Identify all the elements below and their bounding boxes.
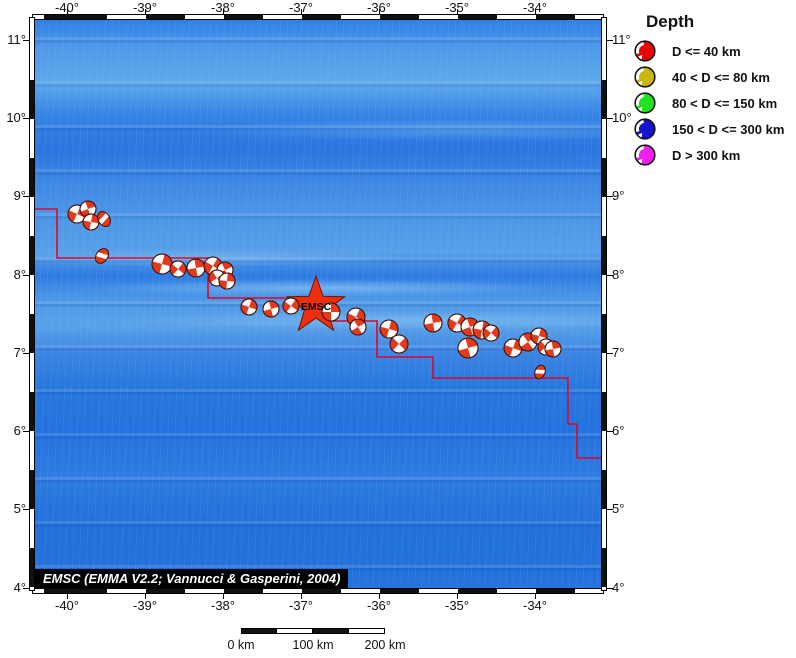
legend-label: 40 < D <= 80 km [672, 69, 770, 85]
axis-tick [301, 9, 302, 14]
lat-label-right: 10° [612, 110, 632, 125]
lat-label-right: 4° [612, 580, 625, 595]
axis-tick [457, 594, 458, 599]
axis-tick [223, 9, 224, 14]
axis-tick [23, 196, 29, 197]
legend-label: D > 300 km [672, 147, 741, 163]
scale-segment [349, 628, 385, 634]
lon-label-bottom: -35° [445, 598, 469, 613]
map-frame-right [601, 17, 607, 591]
lat-label-right: 6° [612, 423, 625, 438]
legend-title: Depth [646, 12, 695, 31]
axis-tick [301, 594, 302, 599]
scale-label: 200 km [364, 638, 406, 652]
lat-label-left: 8° [13, 267, 26, 282]
axis-tick [607, 353, 613, 354]
lat-label-left: 6° [13, 423, 26, 438]
lon-label-top: -39° [133, 0, 157, 15]
focal-mechanism-icon [632, 143, 658, 167]
axis-tick [535, 9, 536, 14]
lat-label-left: 5° [13, 501, 26, 516]
lon-label-bottom: -36° [367, 598, 391, 613]
axis-tick [607, 196, 613, 197]
axis-tick [607, 40, 613, 41]
map-frame-bottom [32, 588, 604, 594]
axis-tick [23, 275, 29, 276]
lat-label-right: 9° [612, 188, 625, 203]
lon-label-bottom: -38° [211, 598, 235, 613]
legend-depth: Depth D <= 40 km 40 < D <= 80 km 80 < D … [632, 12, 796, 168]
axis-tick [607, 588, 613, 589]
legend-item: D <= 40 km [632, 38, 796, 64]
lon-label-bottom: -37° [289, 598, 313, 613]
axis-tick [145, 594, 146, 599]
legend-item: D > 300 km [632, 142, 796, 168]
axis-tick [23, 588, 29, 589]
scale-segment [241, 628, 277, 634]
axis-tick [23, 118, 29, 119]
scale-segment [277, 628, 313, 634]
axis-tick [23, 353, 29, 354]
attribution-bar: EMSC (EMMA V2.2; Vannucci & Gasperini, 2… [35, 569, 349, 588]
axis-tick [223, 594, 224, 599]
lon-label-bottom: -39° [133, 598, 157, 613]
lon-label-top: -36° [367, 0, 391, 15]
scale-label: 100 km [292, 638, 334, 652]
focal-mechanism-icon [632, 91, 658, 115]
axis-tick [607, 509, 613, 510]
lat-label-left: 10° [6, 110, 26, 125]
focal-mechanism-icon [632, 117, 658, 141]
lon-label-bottom: -34° [523, 598, 547, 613]
lat-label-right: 8° [612, 267, 625, 282]
map-frame-left [29, 17, 35, 591]
lat-label-left: 11° [7, 32, 26, 47]
lon-label-top: -38° [211, 0, 235, 15]
legend-label: D <= 40 km [672, 43, 741, 59]
axis-tick [67, 9, 68, 14]
axis-tick [457, 9, 458, 14]
legend-label: 150 < D <= 300 km [672, 121, 785, 137]
axis-tick [23, 431, 29, 432]
lat-label-left: 7° [13, 345, 26, 360]
lon-label-top: -34° [523, 0, 547, 15]
axis-tick [379, 594, 380, 599]
lon-label-bottom: -40° [55, 598, 79, 613]
legend-item: 150 < D <= 300 km [632, 116, 796, 142]
axis-tick [535, 594, 536, 599]
axis-tick [23, 40, 29, 41]
focal-mechanism-icon [632, 39, 658, 63]
focal-mechanism-icon [632, 65, 658, 89]
lat-label-left: 9° [13, 188, 26, 203]
lat-label-right: 11° [612, 32, 631, 47]
axis-tick [67, 594, 68, 599]
lat-label-right: 7° [612, 345, 625, 360]
axis-tick [379, 9, 380, 14]
axis-tick [145, 9, 146, 14]
legend-item: 40 < D <= 80 km [632, 64, 796, 90]
lon-label-top: -40° [55, 0, 79, 15]
bathymetry-map: EMSC (EMMA V2.2; Vannucci & Gasperini, 2… [35, 20, 601, 588]
scale-label: 0 km [227, 638, 255, 652]
lat-label-right: 5° [612, 501, 625, 516]
legend-label: 80 < D <= 150 km [672, 95, 778, 111]
lon-label-top: -37° [289, 0, 313, 15]
lat-label-left: 4° [13, 580, 26, 595]
axis-tick [607, 275, 613, 276]
legend-item: 80 < D <= 150 km [632, 90, 796, 116]
lon-label-top: -35° [445, 0, 469, 15]
scale-segment [313, 628, 349, 634]
axis-tick [607, 431, 613, 432]
scale-bar [241, 628, 385, 634]
axis-tick [23, 509, 29, 510]
axis-tick [607, 118, 613, 119]
